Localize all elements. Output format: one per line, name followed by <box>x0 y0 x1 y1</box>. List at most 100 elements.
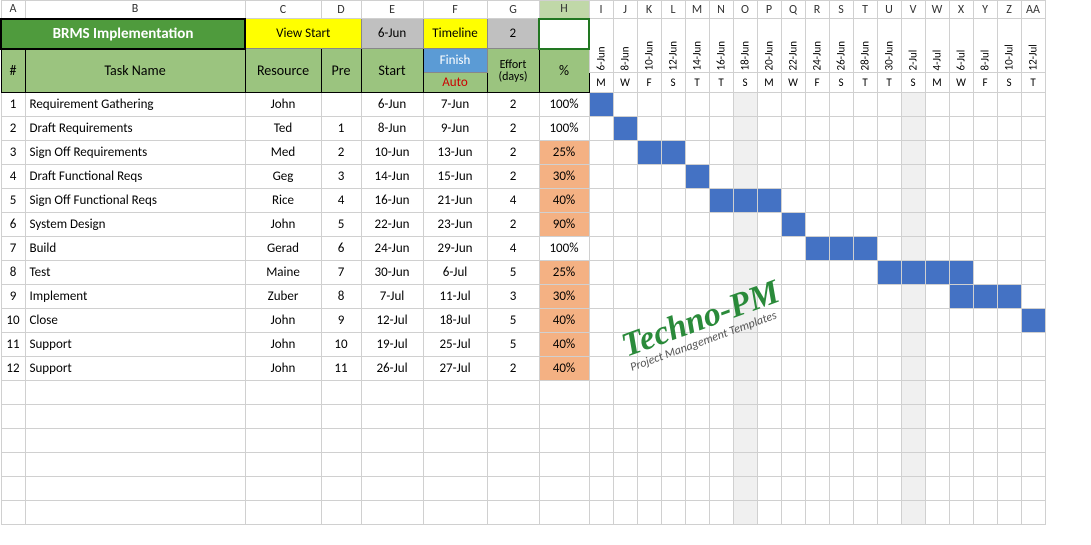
col-header[interactable]: R <box>805 1 829 19</box>
effort[interactable]: 5 <box>487 333 539 357</box>
gantt-cell[interactable] <box>997 165 1021 189</box>
gantt-cell[interactable] <box>973 189 997 213</box>
empty-cell[interactable] <box>973 405 997 429</box>
col-header[interactable]: J <box>613 1 637 19</box>
timeline-date[interactable]: 10-Jun <box>637 19 661 73</box>
gantt-cell[interactable] <box>853 165 877 189</box>
gantt-cell[interactable] <box>925 261 949 285</box>
finish-date[interactable]: 13-Jun <box>423 141 487 165</box>
empty-cell[interactable] <box>973 477 997 501</box>
selected-cell[interactable] <box>539 19 589 49</box>
empty-cell[interactable] <box>361 453 423 477</box>
gantt-cell[interactable] <box>685 165 709 189</box>
gantt-cell[interactable] <box>637 237 661 261</box>
gantt-cell[interactable] <box>997 237 1021 261</box>
gantt-cell[interactable] <box>829 189 853 213</box>
gantt-cell[interactable] <box>589 141 613 165</box>
empty-cell[interactable] <box>781 453 805 477</box>
gantt-cell[interactable] <box>709 261 733 285</box>
gantt-cell[interactable] <box>925 189 949 213</box>
empty-cell[interactable] <box>757 405 781 429</box>
timeline-day[interactable]: S <box>661 73 685 93</box>
timeline-date[interactable]: 2-Jul <box>901 19 925 73</box>
start-date[interactable]: 24-Jun <box>361 237 423 261</box>
col-rownum[interactable]: # <box>1 49 25 93</box>
col-pct[interactable]: % <box>539 49 589 93</box>
timeline-date[interactable]: 12-Jul <box>1021 19 1045 73</box>
predecessor[interactable]: 6 <box>321 237 361 261</box>
gantt-cell[interactable] <box>709 237 733 261</box>
gantt-cell[interactable] <box>901 285 925 309</box>
gantt-cell[interactable] <box>733 261 757 285</box>
empty-cell[interactable] <box>487 453 539 477</box>
gantt-cell[interactable] <box>925 141 949 165</box>
row-number[interactable]: 5 <box>1 189 25 213</box>
gantt-cell[interactable] <box>829 93 853 117</box>
predecessor[interactable] <box>321 93 361 117</box>
pct-complete[interactable]: 30% <box>539 285 589 309</box>
start-date[interactable]: 8-Jun <box>361 117 423 141</box>
gantt-cell[interactable] <box>901 261 925 285</box>
empty-cell[interactable] <box>709 381 733 405</box>
empty-cell[interactable] <box>245 429 321 453</box>
gantt-cell[interactable] <box>925 237 949 261</box>
task-name[interactable]: Build <box>25 237 245 261</box>
gantt-cell[interactable] <box>757 141 781 165</box>
gantt-cell[interactable] <box>973 237 997 261</box>
col-resource[interactable]: Resource <box>245 49 321 93</box>
predecessor[interactable]: 2 <box>321 141 361 165</box>
gantt-cell[interactable] <box>637 357 661 381</box>
empty-cell[interactable] <box>1 501 25 525</box>
gantt-cell[interactable] <box>685 237 709 261</box>
gantt-cell[interactable] <box>589 285 613 309</box>
finish-date[interactable]: 15-Jun <box>423 165 487 189</box>
empty-cell[interactable] <box>589 429 613 453</box>
empty-cell[interactable] <box>661 453 685 477</box>
gantt-cell[interactable] <box>805 309 829 333</box>
gantt-cell[interactable] <box>901 117 925 141</box>
gantt-cell[interactable] <box>757 189 781 213</box>
resource[interactable]: John <box>245 93 321 117</box>
resource[interactable]: John <box>245 213 321 237</box>
gantt-cell[interactable] <box>661 189 685 213</box>
timeline-day[interactable]: T <box>1021 73 1045 93</box>
row-number[interactable]: 8 <box>1 261 25 285</box>
empty-cell[interactable] <box>949 429 973 453</box>
table-row[interactable]: 2Draft RequirementsTed18-Jun9-Jun2100% <box>1 117 1045 141</box>
empty-cell[interactable] <box>901 405 925 429</box>
empty-cell[interactable] <box>1 405 25 429</box>
gantt-cell[interactable] <box>949 333 973 357</box>
gantt-cell[interactable] <box>829 357 853 381</box>
gantt-cell[interactable] <box>685 261 709 285</box>
effort[interactable]: 2 <box>487 213 539 237</box>
empty-cell[interactable] <box>539 477 589 501</box>
empty-cell[interactable] <box>361 429 423 453</box>
gantt-cell[interactable] <box>805 261 829 285</box>
gantt-cell[interactable] <box>829 285 853 309</box>
gantt-cell[interactable] <box>925 285 949 309</box>
gantt-cell[interactable] <box>997 213 1021 237</box>
empty-cell[interactable] <box>829 501 853 525</box>
gantt-cell[interactable] <box>613 333 637 357</box>
gantt-cell[interactable] <box>949 93 973 117</box>
gantt-cell[interactable] <box>829 117 853 141</box>
gantt-cell[interactable] <box>709 141 733 165</box>
empty-cell[interactable] <box>1021 429 1045 453</box>
task-name[interactable]: System Design <box>25 213 245 237</box>
col-header[interactable]: P <box>757 1 781 19</box>
col-header[interactable]: G <box>487 1 539 19</box>
gantt-cell[interactable] <box>613 357 637 381</box>
pct-complete[interactable]: 100% <box>539 117 589 141</box>
gantt-cell[interactable] <box>661 213 685 237</box>
auto-label[interactable]: Auto <box>423 73 487 93</box>
gantt-cell[interactable] <box>1021 93 1045 117</box>
gantt-cell[interactable] <box>853 189 877 213</box>
empty-cell[interactable] <box>853 381 877 405</box>
gantt-cell[interactable] <box>997 93 1021 117</box>
gantt-cell[interactable] <box>589 93 613 117</box>
gantt-cell[interactable] <box>997 261 1021 285</box>
empty-cell[interactable] <box>245 477 321 501</box>
empty-cell[interactable] <box>361 477 423 501</box>
gantt-cell[interactable] <box>973 333 997 357</box>
empty-cell[interactable] <box>949 381 973 405</box>
